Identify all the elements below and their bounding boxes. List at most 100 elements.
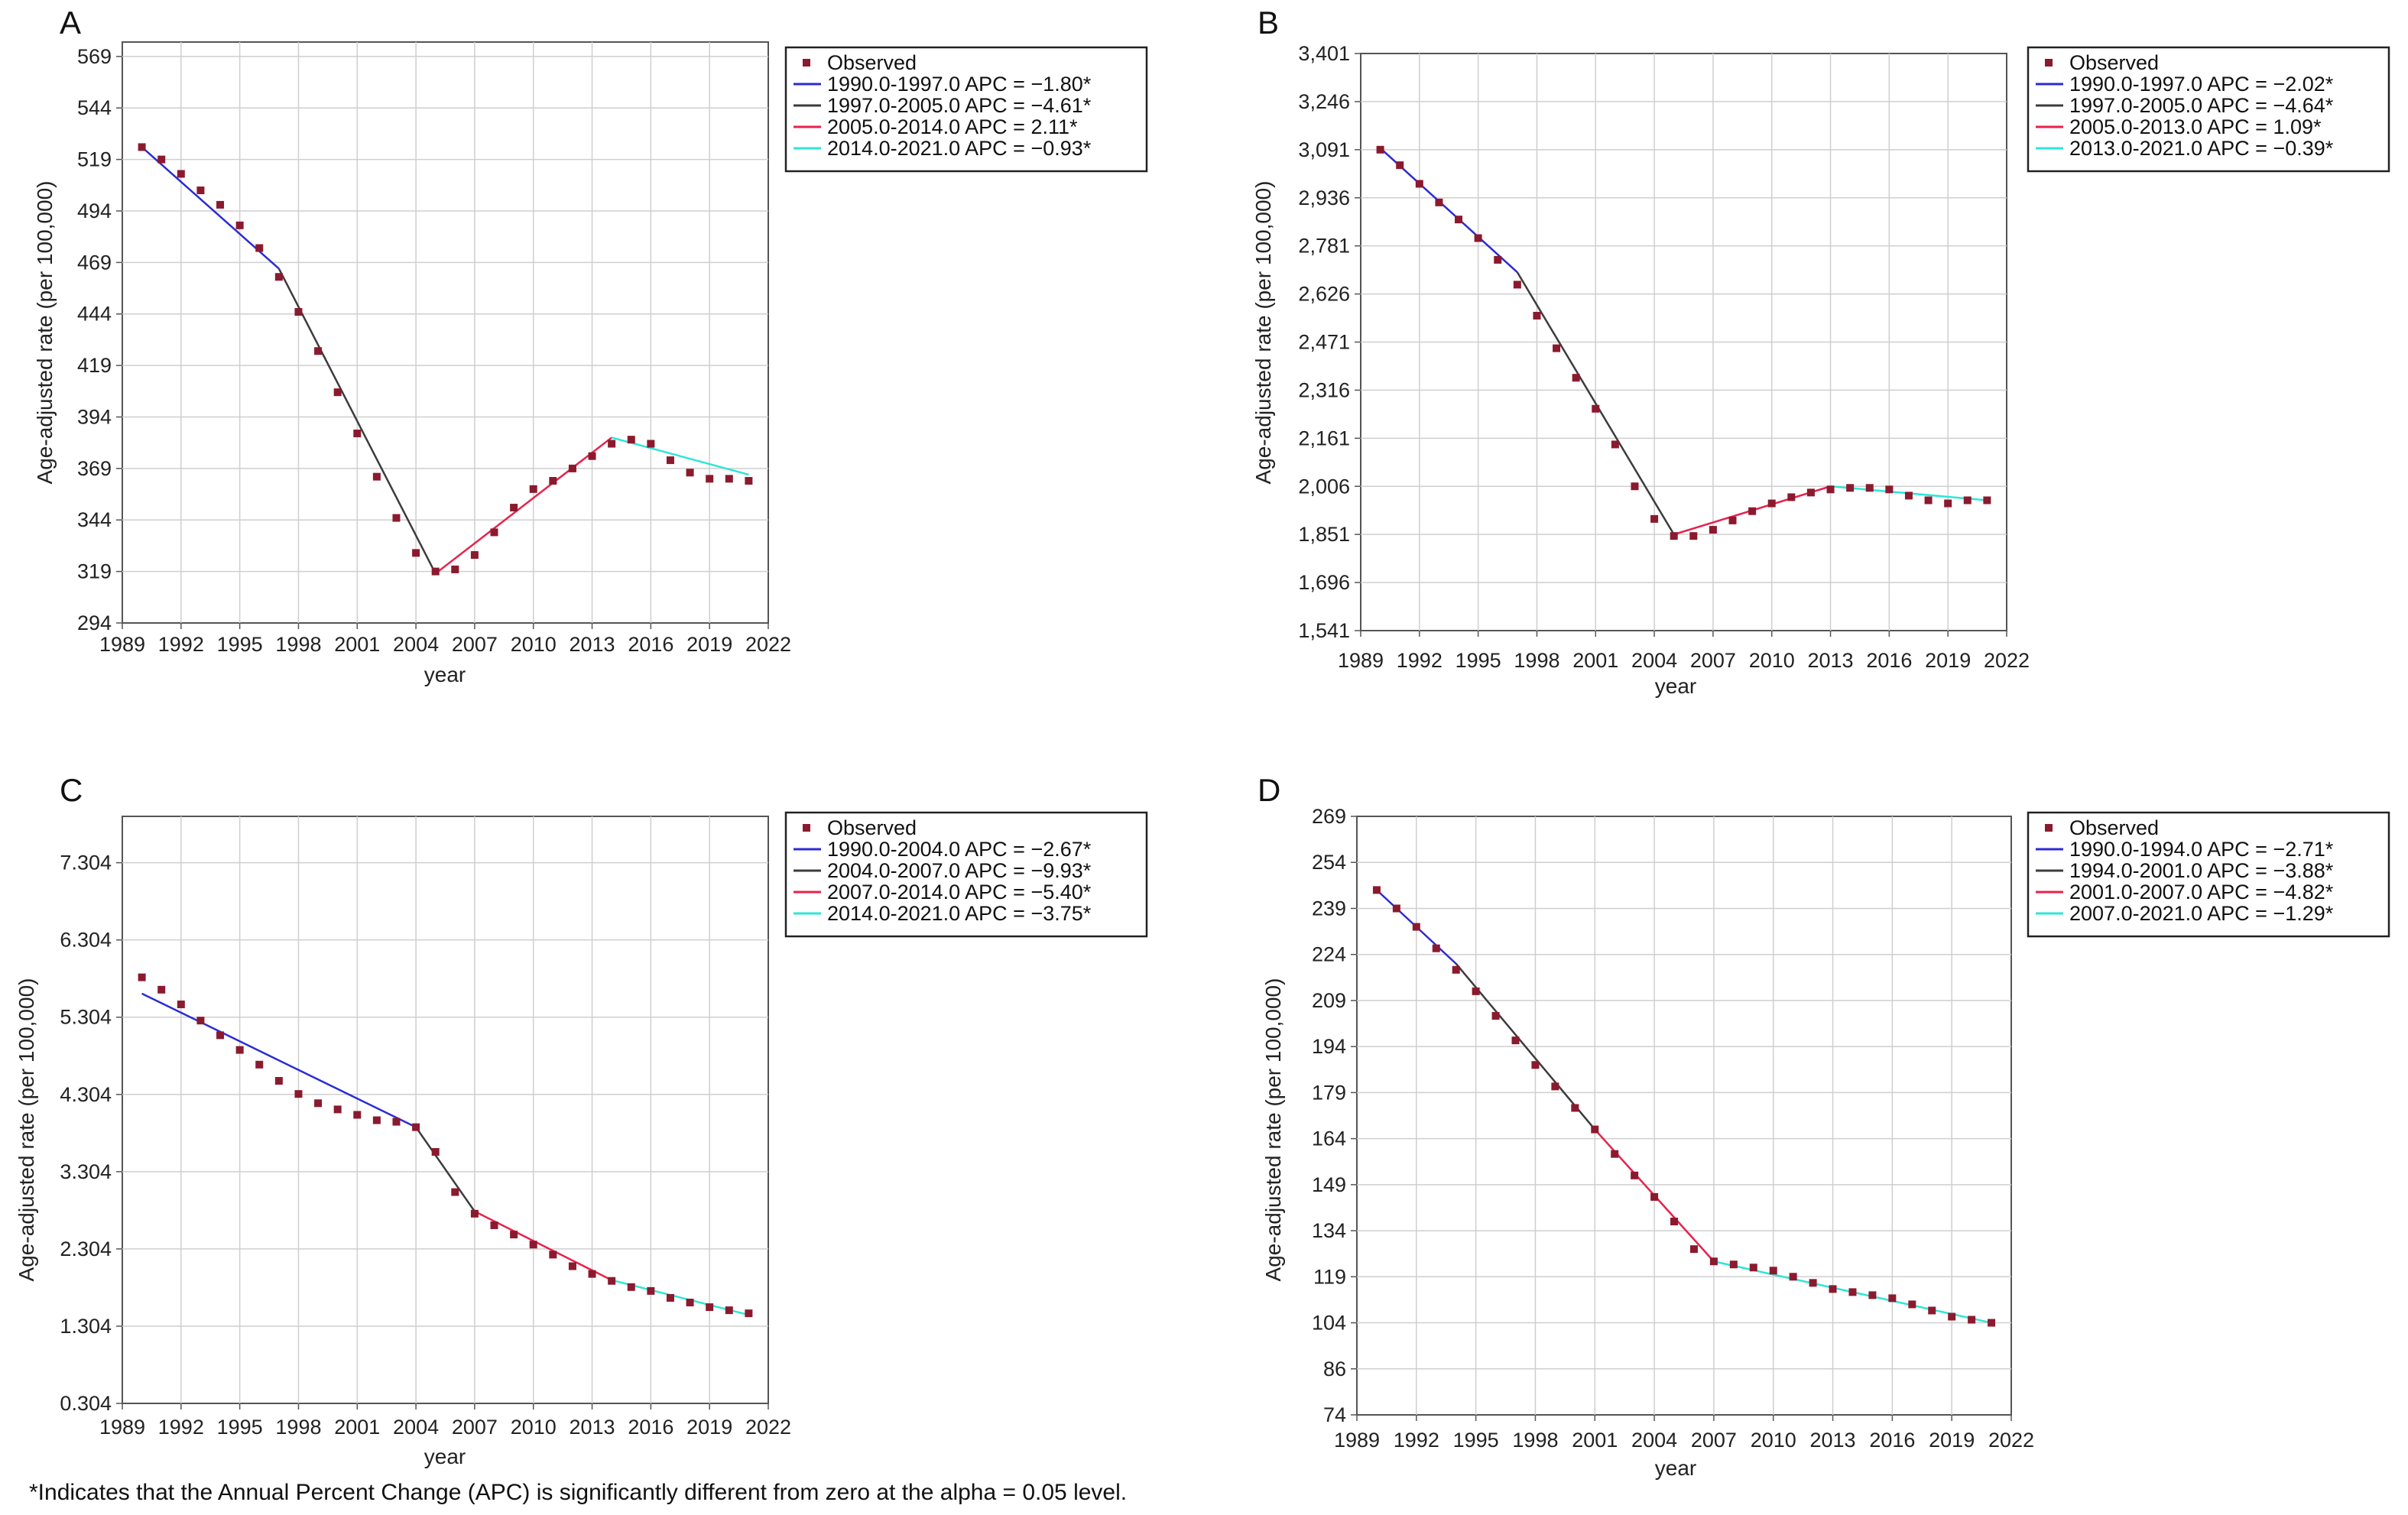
panel-c: 0.3041.3042.3043.3044.3045.3046.3047.304…: [15, 772, 1147, 1468]
y-tick-label: 2,626: [1298, 283, 1350, 306]
observed-point: [1435, 199, 1443, 206]
observed-point: [706, 1303, 713, 1311]
observed-point: [1650, 1193, 1658, 1201]
x-tick-label: 2019: [686, 1416, 732, 1439]
observed-point: [1690, 1245, 1698, 1253]
observed-point: [1768, 500, 1776, 508]
legend-observed-marker: [803, 59, 810, 67]
legend-entry: Observed: [2069, 816, 2159, 839]
legend-entry: 1997.0-2005.0 APC = −4.64*: [2069, 94, 2334, 117]
x-tick-label: 2013: [1810, 1429, 1856, 1452]
observed-point: [471, 1210, 479, 1218]
x-tick-label: 1998: [1512, 1429, 1558, 1452]
observed-point: [1553, 345, 1560, 352]
y-tick-label: 2,781: [1298, 235, 1350, 258]
x-tick-label: 2013: [570, 633, 615, 656]
observed-point: [1885, 485, 1893, 493]
observed-point: [608, 1277, 615, 1285]
x-tick-label: 2013: [570, 1416, 615, 1439]
observed-point: [1807, 488, 1815, 496]
observed-point: [667, 456, 674, 464]
x-tick-label: 1998: [275, 1416, 321, 1439]
observed-point: [1611, 1150, 1618, 1158]
y-tick-label: 134: [1312, 1219, 1346, 1242]
observed-point: [1413, 923, 1420, 931]
observed-point: [1393, 904, 1400, 912]
observed-point: [1710, 1257, 1718, 1265]
observed-point: [1868, 1291, 1876, 1299]
observed-point: [353, 430, 361, 437]
observed-point: [530, 1241, 537, 1248]
observed-point: [647, 1287, 654, 1295]
observed-point: [1948, 1313, 1955, 1321]
x-tick-label: 2007: [1690, 649, 1736, 672]
x-tick-label: 2016: [628, 633, 673, 656]
observed-point: [569, 1263, 576, 1270]
observed-point: [1611, 440, 1619, 448]
observed-point: [1848, 1288, 1856, 1296]
x-tick-label: 2001: [334, 633, 380, 656]
x-tick-label: 1995: [217, 633, 263, 656]
observed-point: [1988, 1319, 1995, 1327]
y-tick-label: 119: [1313, 1265, 1346, 1288]
x-tick-label: 1998: [275, 633, 321, 656]
x-tick-label: 2013: [1808, 649, 1854, 672]
observed-point: [1452, 966, 1460, 974]
observed-point: [1846, 484, 1854, 491]
y-tick-label: 2,161: [1298, 427, 1350, 449]
y-tick-label: 544: [77, 96, 112, 119]
y-tick-label: 444: [77, 303, 112, 326]
observed-point: [686, 1299, 694, 1306]
y-tick-label: 3,246: [1298, 90, 1350, 113]
x-tick-label: 1989: [1334, 1429, 1380, 1452]
observed-point: [255, 1061, 263, 1069]
legend-entry: 1994.0-2001.0 APC = −3.88*: [2069, 859, 2334, 882]
observed-point: [1709, 526, 1717, 534]
observed-point: [177, 170, 185, 177]
observed-point: [1571, 1104, 1579, 1111]
y-tick-label: 254: [1312, 851, 1346, 874]
y-tick-label: 86: [1323, 1358, 1346, 1380]
x-tick-label: 2004: [1631, 649, 1677, 672]
x-tick-label: 1992: [1394, 1429, 1439, 1452]
x-tick-label: 2016: [1869, 1429, 1915, 1452]
observed-point: [451, 566, 459, 573]
x-tick-label: 1995: [1453, 1429, 1499, 1452]
observed-point: [451, 1189, 459, 1196]
observed-point: [1827, 485, 1835, 493]
observed-point: [1689, 532, 1697, 540]
observed-point: [1377, 146, 1384, 154]
observed-point: [216, 201, 224, 209]
figure: 2943193443693944194444694945195445691989…: [0, 0, 2408, 1515]
observed-point: [1631, 1172, 1638, 1179]
observed-point: [510, 1231, 518, 1238]
observed-point: [275, 273, 283, 281]
observed-point: [686, 469, 694, 476]
y-axis-title: Age-adjusted rate (per 100,000): [15, 978, 38, 1282]
observed-point: [373, 473, 381, 481]
observed-point: [1770, 1267, 1777, 1274]
legend-observed-marker: [803, 824, 810, 832]
observed-point: [1964, 497, 1972, 504]
x-tick-label: 2007: [1691, 1429, 1737, 1452]
x-axis-title: year: [424, 663, 466, 686]
observed-point: [236, 222, 244, 229]
x-tick-label: 2010: [1751, 1429, 1796, 1452]
observed-point: [628, 436, 635, 443]
observed-point: [138, 974, 146, 981]
y-tick-label: 3,091: [1298, 138, 1350, 161]
observed-point: [1670, 1218, 1678, 1225]
x-axis-title: year: [1655, 1456, 1696, 1480]
legend-entry: 2007.0-2021.0 APC = −1.29*: [2069, 902, 2334, 925]
legend-entry: 2013.0-2021.0 APC = −0.39*: [2069, 137, 2334, 160]
y-tick-label: 2,471: [1298, 331, 1350, 354]
x-tick-label: 2007: [452, 1416, 498, 1439]
panel-label: D: [1258, 772, 1280, 808]
x-tick-label: 2019: [686, 633, 732, 656]
observed-point: [1829, 1285, 1837, 1293]
observed-point: [392, 1118, 400, 1126]
y-tick-label: 2.304: [60, 1238, 112, 1260]
observed-point: [294, 308, 302, 316]
panel-a: 294 319 344 369 394 419 444 469 494 519 544 569 1989…: [33, 5, 1147, 686]
observed-point: [1729, 517, 1737, 524]
